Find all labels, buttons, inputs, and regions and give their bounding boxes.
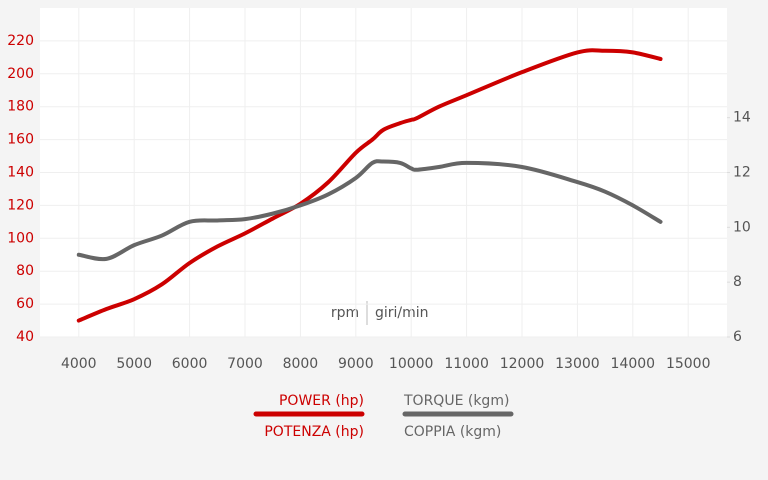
y-tick-label: 100 xyxy=(7,230,34,246)
x-tick-label: 7000 xyxy=(227,356,263,372)
x-tick-label: 10000 xyxy=(389,356,434,372)
y-tick-label: 160 xyxy=(7,132,34,148)
y2-tick-label: 12 xyxy=(733,165,751,181)
y2-tick-label: 10 xyxy=(733,219,751,235)
legend-label: TORQUE (kgm) xyxy=(403,393,509,409)
y-tick-label: 220 xyxy=(7,33,34,49)
x-tick-label: 15000 xyxy=(666,356,711,372)
x-tick-label: 9000 xyxy=(338,356,374,372)
x-tick-label: 14000 xyxy=(611,356,656,372)
x-tick-label: 5000 xyxy=(116,356,152,372)
line-series xyxy=(76,48,663,323)
y-tick-label: 200 xyxy=(7,66,34,82)
y-tick-label: 180 xyxy=(7,99,34,115)
x-tick-label: 12000 xyxy=(500,356,545,372)
x-tick-label: 4000 xyxy=(61,356,97,372)
x-unit: rpm xyxy=(331,305,359,321)
x-tick-label: 8000 xyxy=(283,356,319,372)
legend-label: COPPIA (kgm) xyxy=(404,424,501,440)
y2-tick-label: 14 xyxy=(733,110,751,126)
y-tick-label: 140 xyxy=(7,165,34,181)
line-series xyxy=(76,159,663,262)
x-tick-label: 6000 xyxy=(172,356,208,372)
y-tick-label: 60 xyxy=(16,296,34,312)
y2-tick-label: 8 xyxy=(733,274,742,290)
y-tick-label: 80 xyxy=(16,263,34,279)
x-tick-label: 11000 xyxy=(444,356,489,372)
y-tick-label: 120 xyxy=(7,197,34,213)
y2-tick-label: 6 xyxy=(733,329,742,345)
legend-label: POTENZA (hp) xyxy=(264,424,364,440)
x-tick-label: 13000 xyxy=(555,356,600,372)
legend-label: POWER (hp) xyxy=(279,393,364,409)
x-unit: giri/min xyxy=(375,305,429,321)
y-tick-label: 40 xyxy=(16,329,34,345)
